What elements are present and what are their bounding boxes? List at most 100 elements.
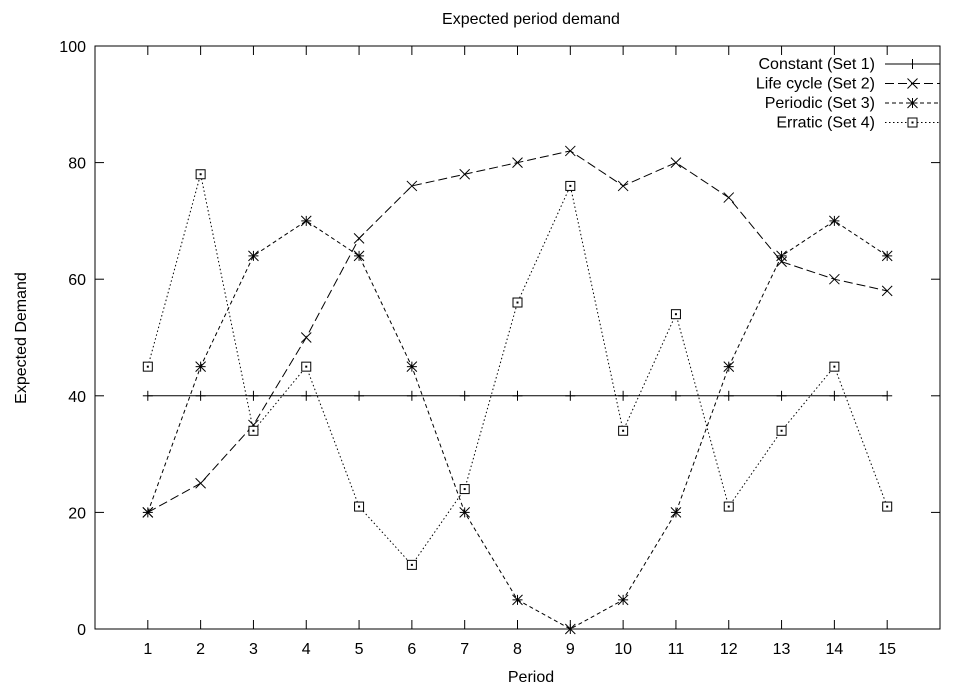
- legend-marker: [907, 97, 918, 109]
- legend-marker: [907, 117, 918, 128]
- legend-item: Constant (Set 1): [759, 56, 940, 73]
- series-1: [142, 390, 893, 401]
- legend-label: Periodic (Set 3): [765, 95, 875, 112]
- data-point: [301, 390, 312, 401]
- data-point: [776, 250, 787, 262]
- data-point: [512, 297, 523, 308]
- x-tick-label: 8: [513, 641, 522, 658]
- data-point: [459, 168, 471, 180]
- data-point: [195, 390, 206, 401]
- x-tick-label: 10: [614, 641, 632, 658]
- x-tick-label: 11: [668, 641, 685, 658]
- data-point: [406, 559, 417, 570]
- x-tick-label: 9: [566, 641, 575, 658]
- data-point: [406, 361, 418, 373]
- data-point: [776, 390, 787, 401]
- data-point: [353, 250, 365, 262]
- series-line: [147, 150, 888, 513]
- y-tick-label: 80: [68, 156, 86, 173]
- x-tick-label: 7: [460, 641, 469, 658]
- series-layer: [142, 145, 893, 635]
- data-point: [301, 361, 312, 372]
- plot-frame: [94, 45, 941, 630]
- data-point: [248, 390, 259, 401]
- data-point: [564, 145, 576, 157]
- data-point: [512, 390, 523, 401]
- x-axis-ticks: 1 2 3 4 5 6 7 8 9 10 11 12 13 14 15: [143, 46, 896, 658]
- data-point: [195, 361, 206, 373]
- data-point: [881, 285, 893, 297]
- data-point: [723, 501, 734, 512]
- data-point: [618, 390, 629, 401]
- x-tick-label: 6: [407, 641, 416, 658]
- x-tick-label: 2: [196, 641, 205, 658]
- data-point: [776, 256, 787, 268]
- legend-item: Life cycle (Set 2): [756, 76, 940, 93]
- legend: Constant (Set 1) Life cycle (Set 2) Period…: [756, 56, 940, 132]
- y-axis-label: Expected Demand: [13, 272, 30, 404]
- legend-item: Erratic (Set 4): [776, 115, 940, 132]
- data-point: [459, 484, 470, 495]
- data-point: [406, 390, 417, 401]
- y-tick-label: 60: [68, 272, 86, 289]
- data-point: [882, 501, 893, 512]
- data-point: [618, 425, 629, 436]
- y-tick-label: 20: [68, 505, 86, 522]
- data-point: [829, 273, 840, 285]
- y-tick-label: 0: [77, 622, 86, 639]
- data-point: [829, 390, 840, 401]
- data-point: [564, 623, 576, 635]
- data-point: [354, 501, 365, 512]
- x-tick-label: 5: [355, 641, 364, 658]
- data-point: [195, 169, 206, 180]
- data-point: [353, 233, 365, 244]
- data-point: [459, 390, 470, 401]
- series-line: [147, 174, 888, 566]
- data-point: [512, 157, 523, 168]
- x-tick-label: 1: [143, 641, 152, 658]
- data-point: [670, 390, 681, 401]
- plot-axes: [94, 45, 941, 630]
- data-point: [882, 390, 893, 401]
- data-point: [617, 180, 629, 192]
- data-point: [723, 361, 735, 373]
- data-point: [354, 390, 365, 401]
- data-point: [142, 361, 153, 372]
- legend-label: Constant (Set 1): [759, 56, 876, 73]
- data-point: [300, 332, 312, 343]
- data-point: [565, 390, 576, 401]
- data-point: [829, 361, 840, 372]
- data-point: [142, 390, 153, 401]
- legend-label: Life cycle (Set 2): [756, 76, 875, 93]
- data-point: [723, 390, 734, 401]
- data-point: [617, 594, 629, 606]
- data-point: [512, 594, 523, 606]
- data-point: [776, 425, 787, 436]
- x-tick-label: 3: [249, 641, 258, 658]
- data-point: [723, 192, 735, 203]
- data-point: [248, 250, 259, 262]
- y-axis-ticks: 0 20 40 60 80 100: [59, 39, 940, 639]
- legend-marker: [907, 78, 918, 89]
- data-point: [195, 477, 206, 489]
- data-point: [459, 507, 471, 518]
- data-point: [881, 250, 893, 262]
- data-point: [670, 309, 681, 320]
- legend-item: Periodic (Set 3): [765, 95, 940, 112]
- legend-marker: [907, 59, 918, 69]
- x-tick-label: 4: [302, 641, 311, 658]
- data-point: [829, 215, 840, 227]
- legend-label: Erratic (Set 4): [776, 115, 875, 132]
- x-tick-label: 13: [773, 641, 791, 658]
- y-tick-label: 100: [59, 39, 86, 56]
- series-2: [142, 145, 893, 518]
- data-point: [670, 157, 682, 168]
- data-point: [406, 180, 418, 192]
- x-tick-label: 12: [720, 641, 738, 658]
- data-point: [300, 215, 312, 227]
- series-3: [142, 215, 893, 635]
- series-4: [142, 169, 893, 570]
- x-axis-label: Period: [508, 669, 554, 686]
- x-tick-label: 14: [825, 641, 843, 658]
